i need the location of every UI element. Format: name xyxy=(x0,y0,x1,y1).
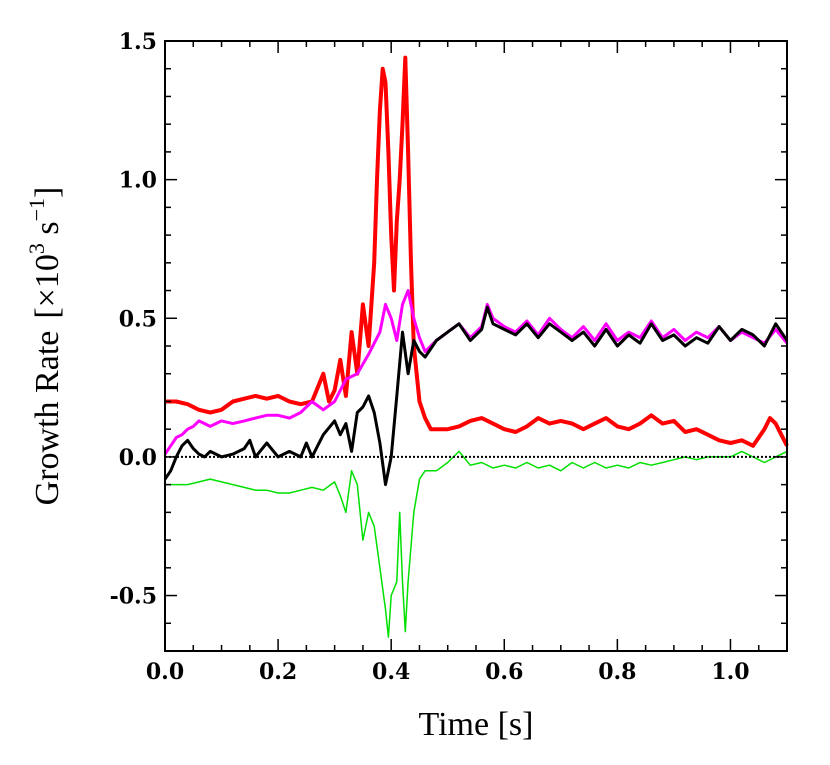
series-red-line xyxy=(165,55,789,448)
x-tick-label: 0.2 xyxy=(259,659,297,685)
x-axis-title: Time [s] xyxy=(419,706,534,743)
series-layer xyxy=(163,55,789,638)
x-tick-labels: 0.0 0.2 0.4 0.6 0.8 1.0 xyxy=(146,659,750,685)
x-tick-label: 0.6 xyxy=(485,659,523,685)
y-axis-unit-exponent2: −1 xyxy=(24,198,49,221)
y-axis-unit-prefix: [×10 xyxy=(29,254,66,319)
y-tick-label: 1.0 xyxy=(119,168,157,194)
x-tick-label: 1.0 xyxy=(711,659,749,685)
y-tick-labels: -0.5 0.0 0.5 1.0 1.5 xyxy=(110,29,157,610)
x-tick-label: 0.4 xyxy=(372,659,410,685)
x-tick-label: 0.8 xyxy=(598,659,636,685)
plot-frame xyxy=(164,40,788,652)
series-black-line xyxy=(163,305,789,487)
y-axis-unit-suffix: ] xyxy=(29,187,66,198)
y-tick-label: 0.5 xyxy=(119,306,157,332)
y-tick-label: -0.5 xyxy=(110,584,157,610)
y-tick-label: 1.5 xyxy=(119,29,157,55)
x-tick-label: 0.0 xyxy=(146,659,184,685)
y-axis-unit-exponent: 3 xyxy=(24,243,49,254)
ticks-layer xyxy=(164,40,788,652)
y-axis-title-main: Growth Rate xyxy=(29,331,66,506)
y-axis-title: Growth Rate [×103 s−1] xyxy=(24,187,66,506)
y-tick-label: 0.0 xyxy=(119,445,157,471)
series-green-line xyxy=(165,450,788,638)
y-axis-unit-seconds: s xyxy=(29,221,66,243)
